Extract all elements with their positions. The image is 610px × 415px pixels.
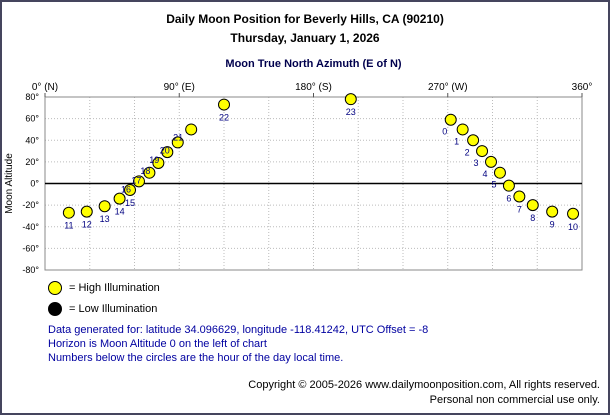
hour-label-18: 18	[140, 166, 150, 176]
hour-label-11: 11	[64, 221, 73, 231]
hour-label-19: 19	[149, 155, 159, 165]
high-illumination-icon	[48, 281, 62, 295]
moon-point-hour-16	[132, 175, 145, 188]
hour-label-7: 7	[517, 204, 522, 214]
moon-point-hour-14	[113, 192, 126, 205]
moon-point-hour-9	[546, 205, 559, 218]
hour-label-2: 2	[465, 147, 470, 157]
moon-point-hour-11	[62, 206, 75, 219]
moon-point-hour-5	[493, 166, 506, 179]
moon-point-hour-17	[143, 166, 156, 179]
hour-label-10: 10	[568, 222, 578, 232]
moon-point-hour-18	[152, 156, 165, 169]
moon-point-hour-20	[171, 136, 184, 149]
y-axis-labels: 80° 60° 40° 20° 0° -20° -40° -60° -80°	[22, 92, 39, 275]
hour-label-3: 3	[474, 158, 479, 168]
moon-point-hour-7	[513, 190, 526, 203]
moon-point-hour-19	[161, 146, 174, 159]
hour-label-0: 0	[442, 127, 447, 137]
hour-label-1: 1	[454, 136, 459, 146]
hour-label-8: 8	[530, 213, 535, 223]
x-tick-label: 0° (N)	[32, 82, 58, 93]
x-tick-label: 360°	[572, 82, 593, 93]
legend: = High Illumination = Low Illumination	[48, 281, 608, 316]
copyright: Copyright © 2005-2026 www.dailymoonposit…	[248, 378, 600, 408]
x-tick-label: 180° (S)	[295, 82, 332, 93]
moon-point-hour-13	[98, 200, 111, 213]
moon-point-hour-21	[185, 123, 198, 136]
chart-title: Moon True North Azimuth (E of N)	[225, 58, 402, 70]
hour-label-9: 9	[550, 220, 555, 230]
chart-notes: Data generated for: latitude 34.096629, …	[48, 323, 608, 365]
data-generated-note: Data generated for: latitude 34.096629, …	[48, 324, 429, 336]
y-tick-label: 0°	[30, 179, 39, 189]
hour-label-13: 13	[100, 214, 110, 224]
hour-label-17: 17	[131, 176, 141, 186]
y-tick-label: 60°	[25, 114, 39, 124]
x-axis-labels: 0° (N) 90° (E) 180° (S) 270° (W) 360°	[32, 82, 592, 97]
low-illumination-icon	[48, 302, 62, 316]
y-tick-label: -80°	[22, 265, 39, 275]
legend-label-high: = High Illumination	[69, 282, 160, 294]
hour-label-14: 14	[115, 207, 125, 217]
moon-point-hour-12	[80, 205, 93, 218]
hour-label-23: 23	[346, 107, 356, 117]
moon-point-hour-10	[567, 207, 580, 220]
hour-label-12: 12	[82, 220, 92, 230]
y-tick-label: -40°	[22, 222, 39, 232]
x-tick-label: 90° (E)	[164, 82, 195, 93]
y-tick-label: 80°	[25, 92, 39, 102]
y-tick-label: 40°	[25, 135, 39, 145]
moon-point-hour-0	[444, 113, 457, 126]
hour-label-21: 21	[173, 132, 183, 142]
legend-item-high: = High Illumination	[48, 281, 608, 295]
page-title: Daily Moon Position for Beverly Hills, C…	[166, 12, 444, 26]
moon-point-hour-2	[467, 134, 480, 147]
hour-label-6: 6	[506, 194, 511, 204]
moon-point-hour-6	[502, 179, 515, 192]
y-tick-label: 20°	[25, 157, 39, 167]
moon-position-chart: Moon True North Azimuth (E of N)0° (N) 90…	[4, 58, 592, 275]
hour-label-22: 22	[219, 113, 229, 123]
moon-point-hour-23	[344, 93, 357, 106]
hour-numbers-note: Numbers below the circles are the hour o…	[48, 352, 344, 364]
hour-label-15: 15	[125, 198, 135, 208]
horizon-note: Horizon is Moon Altitude 0 on the left o…	[48, 338, 267, 350]
moon-point-hour-4	[485, 155, 498, 168]
hour-label-16: 16	[121, 184, 131, 194]
hour-label-4: 4	[483, 169, 488, 179]
y-axis-title: Moon Altitude	[4, 153, 15, 214]
moon-point-hour-22	[218, 98, 230, 111]
legend-label-low: = Low Illumination	[69, 303, 158, 315]
moon-point-hour-3	[476, 145, 489, 158]
y-tick-label: -20°	[22, 200, 39, 210]
moon-point-hour-1	[456, 123, 469, 136]
legend-item-low: = Low Illumination	[48, 302, 608, 316]
moon-point-hour-8	[526, 199, 539, 212]
moon-point-hour-15	[124, 183, 137, 196]
x-tick-label: 270° (W)	[428, 82, 468, 93]
hour-label-5: 5	[491, 180, 496, 190]
y-tick-label: -60°	[22, 243, 39, 253]
page-date: Thursday, January 1, 2026	[230, 31, 380, 45]
usage-note: Personal non commercial use only.	[429, 394, 600, 406]
hour-label-20: 20	[160, 145, 170, 155]
copyright-line: Copyright © 2005-2026 www.dailymoonposit…	[248, 379, 600, 391]
